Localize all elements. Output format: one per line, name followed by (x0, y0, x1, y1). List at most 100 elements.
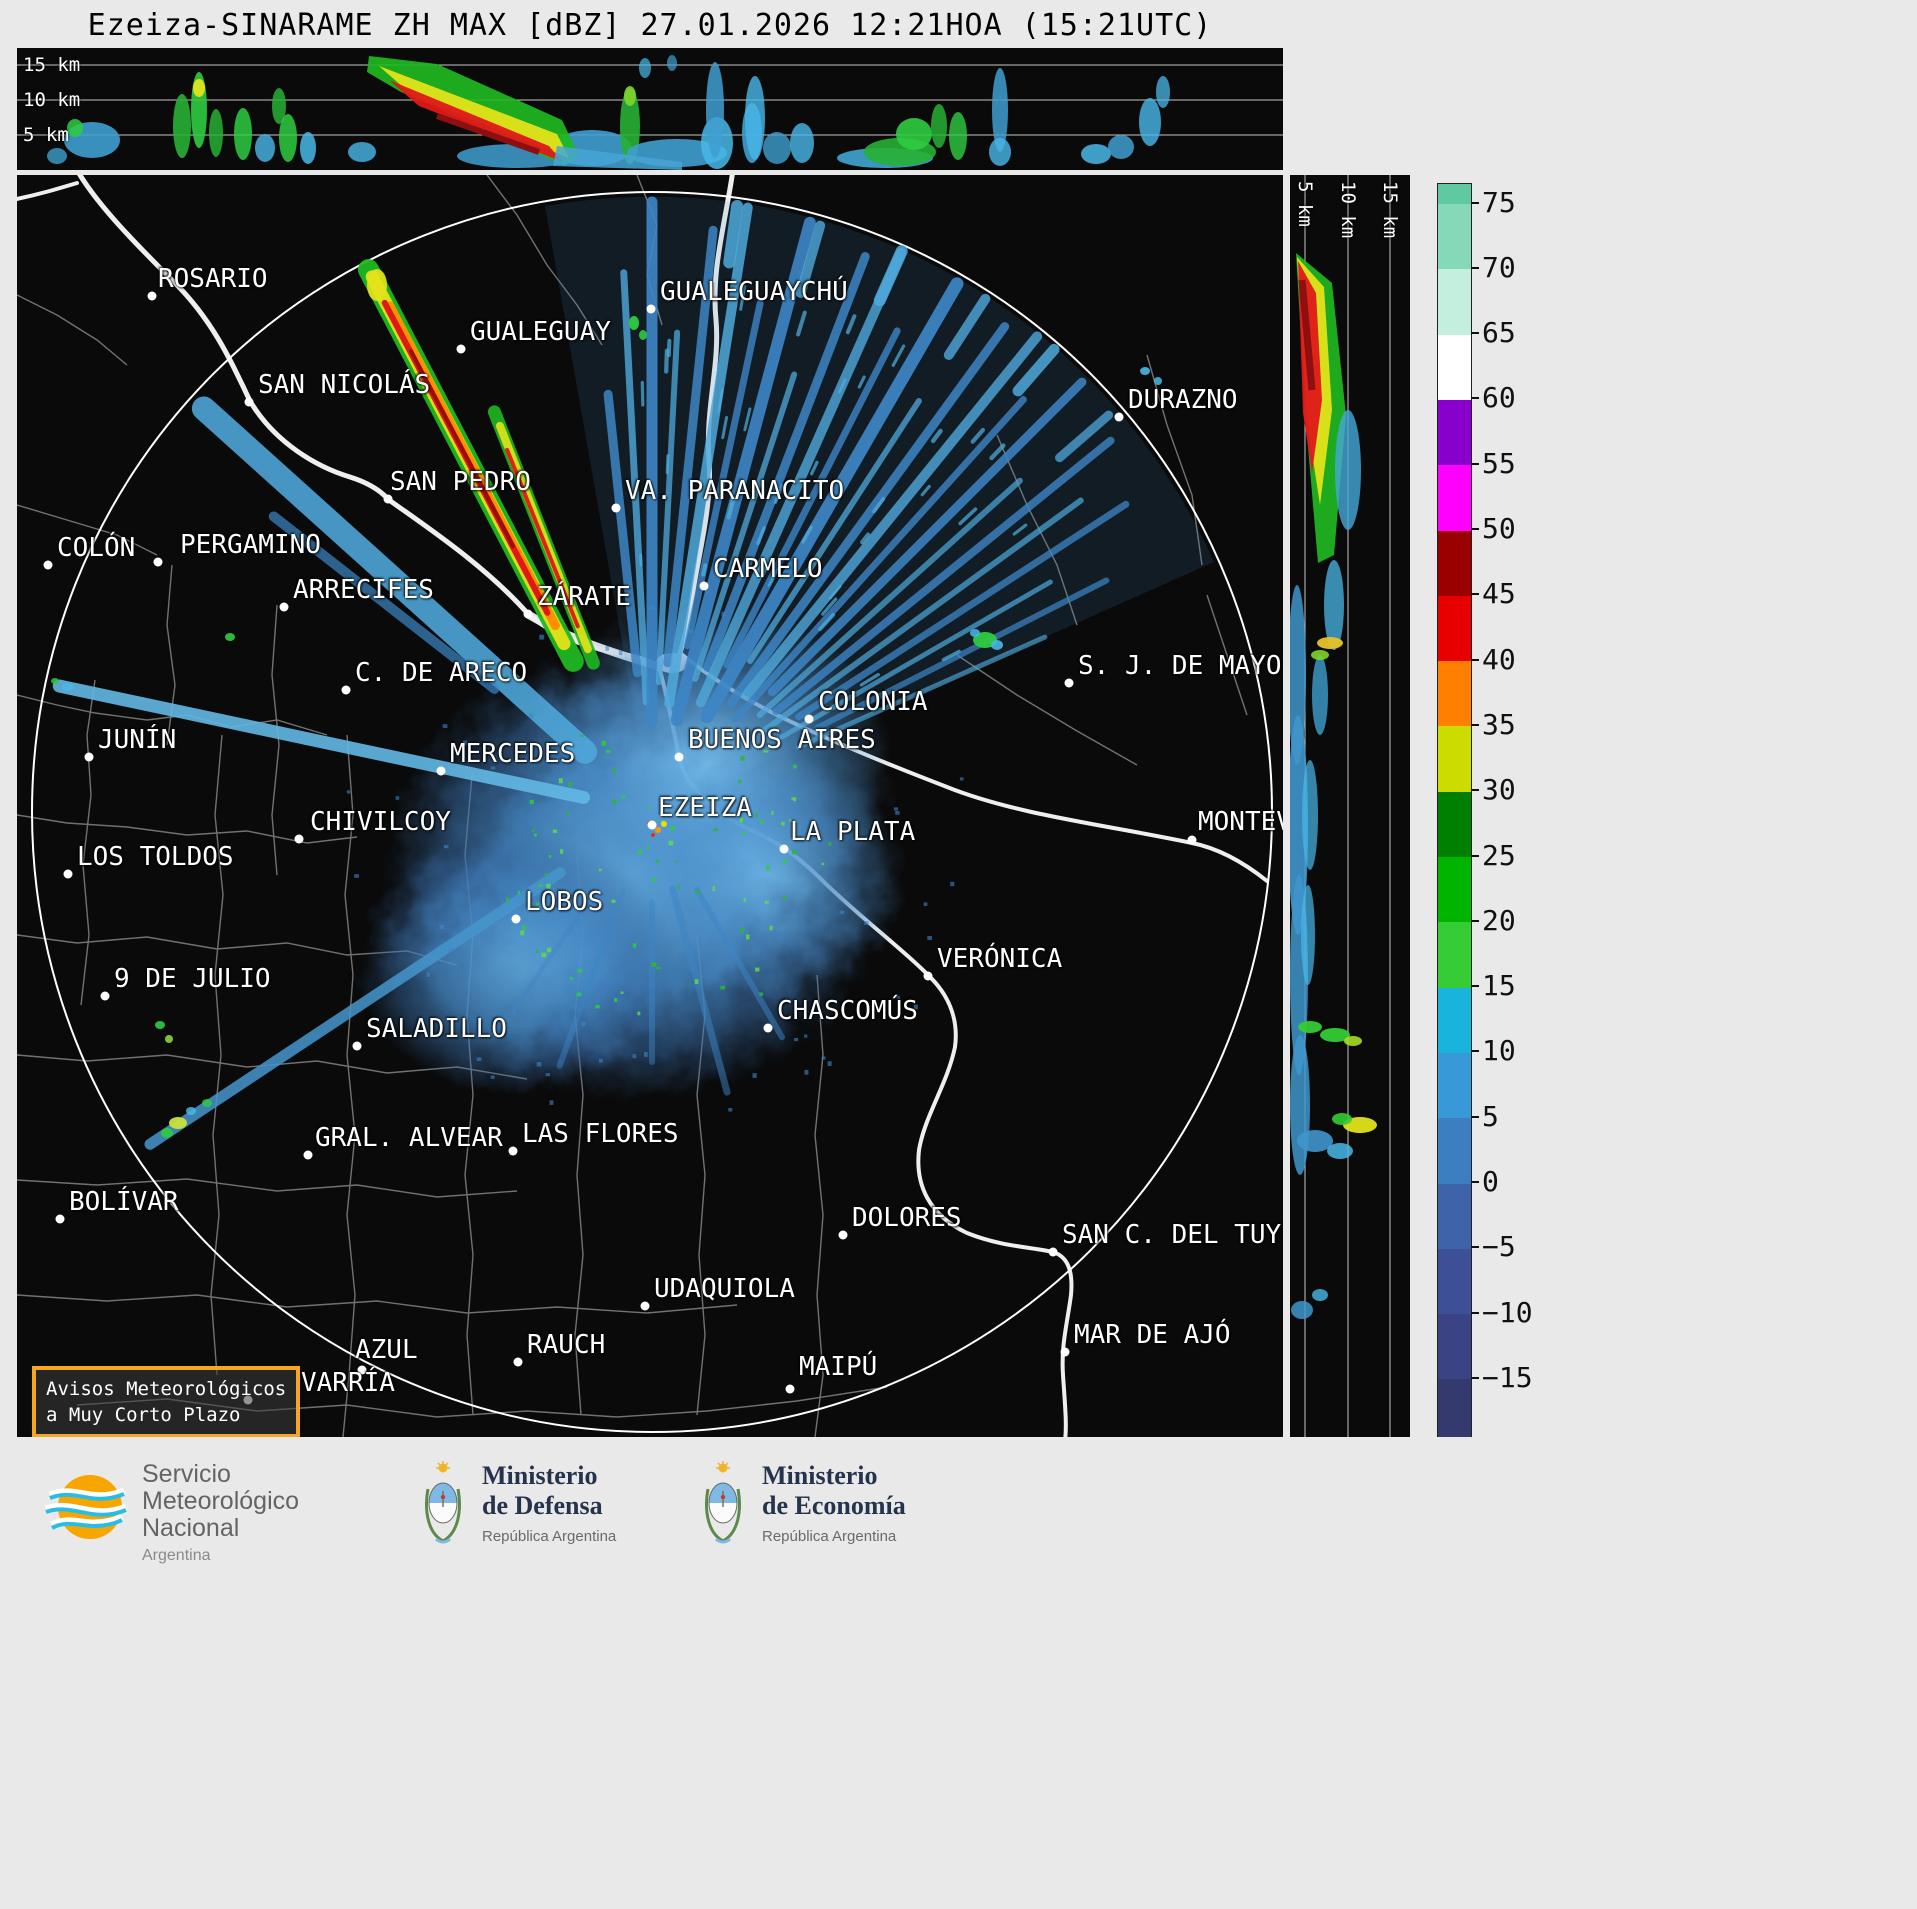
top-cross-section-panel: 15 km 10 km 5 km (17, 48, 1283, 170)
altitude-label-15km-v: 15 km (1379, 181, 1401, 239)
blue-speckle (528, 713, 534, 718)
echo-cells (51, 269, 1162, 1138)
blue-speckle (539, 634, 545, 640)
echo-cell (992, 68, 1008, 152)
city-dot (456, 344, 466, 354)
cyan-dash (754, 564, 762, 578)
green-speckle (739, 928, 745, 933)
cyan-dash (970, 427, 985, 444)
echo-ray (669, 885, 731, 1096)
ministry-name-line1: Ministerio (482, 1461, 598, 1490)
green-speckle (533, 833, 537, 837)
cyan-dash (717, 389, 724, 413)
side-interference-wedge (1296, 253, 1346, 563)
echo-ray (268, 511, 500, 694)
blue-speckle (896, 995, 900, 1000)
green-speckle (675, 860, 678, 863)
echo-ray (1012, 343, 1060, 397)
colorbar-tick-mark (1471, 789, 1479, 792)
colorbar-tick-label: 75 (1482, 185, 1516, 219)
echo-cell (1327, 1143, 1353, 1159)
echo-ray (505, 447, 580, 629)
echo-cell (970, 629, 980, 637)
green-speckle (520, 930, 525, 936)
echo-ray (741, 331, 1043, 701)
city-layer: ROSARIO GUALEGUAYCHÚ GUALEGUAY SAN NICOLÁS D… (17, 175, 1283, 1437)
blue-speckle (950, 881, 955, 887)
echo-cell (225, 633, 235, 641)
footer: Servicio Meteorológico Nacional Argentin… (0, 1437, 1917, 1909)
colorbar (1437, 183, 1472, 1439)
blue-speckle (752, 1073, 757, 1078)
colorbar-tick-mark (1471, 658, 1479, 661)
echo-ray (695, 247, 906, 708)
echo-cell (931, 104, 947, 148)
colorbar-tick-mark (1471, 593, 1479, 596)
green-speckle (755, 967, 760, 972)
city-label: CHASCOMÚS (777, 996, 918, 1026)
colorbar-tick-label: 5 (1482, 1099, 1499, 1133)
city-dot (294, 834, 304, 844)
echo-cell (1139, 98, 1161, 146)
colorbar-tick-mark (1471, 854, 1479, 857)
advisory-line2: a Muy Corto Plazo (46, 1404, 241, 1426)
city-dot (674, 752, 684, 762)
city-dot (611, 503, 621, 513)
colorbar-tick-label: 20 (1482, 903, 1516, 937)
echo-ray (703, 252, 870, 672)
colorbar-band (1438, 203, 1471, 270)
range-ring (31, 191, 1273, 1433)
city-label: AZUL (355, 1335, 418, 1365)
green-speckle (754, 812, 758, 818)
cyan-dash (920, 484, 931, 497)
echo-cell (1343, 1117, 1377, 1133)
echo-cell (348, 142, 376, 162)
green-speckle (621, 795, 626, 799)
blue-speckle (463, 943, 468, 949)
smn-logo (44, 1475, 128, 1539)
cyan-dash (756, 526, 766, 546)
echo-ray (795, 634, 1048, 750)
smn-line-2: Meteorológico (142, 1487, 300, 1515)
echo-ray (694, 886, 785, 1041)
wedge-core (1298, 279, 1316, 391)
city-label: GUALEGUAYCHÚ (660, 277, 848, 307)
blue-speckle (632, 1054, 637, 1059)
echo-cell (234, 108, 252, 160)
colorbar-tick-mark (1471, 1050, 1479, 1053)
blue-speckle (688, 629, 694, 634)
blue-speckle (476, 1057, 482, 1061)
altitude-label-10km-v: 10 km (1337, 181, 1359, 239)
green-speckle (632, 943, 637, 948)
green-speckle (706, 796, 712, 801)
echo-cell (1288, 715, 1308, 935)
wedge-cyan-trail (553, 146, 682, 170)
city-label: LA PLATA (790, 817, 916, 847)
city-dot (1048, 1247, 1058, 1257)
green-speckle (560, 849, 564, 854)
cyan-dash (941, 649, 961, 662)
colorbar-band (1438, 660, 1471, 727)
colorbar-tick-label: 45 (1482, 577, 1516, 611)
echo-cell (629, 316, 639, 330)
cyan-dash (838, 378, 847, 394)
colorbar-band (1438, 595, 1471, 662)
green-speckle (792, 849, 797, 855)
blue-speckle (442, 724, 448, 729)
echo-cell (202, 1099, 212, 1107)
blue-speckle (821, 1056, 826, 1060)
echo-cell (1302, 760, 1318, 870)
echo-cell (255, 134, 275, 162)
echo-blob (357, 605, 907, 1100)
cyan-dash (665, 454, 670, 475)
colorbar-band (1438, 184, 1471, 205)
cyan-dash (845, 314, 857, 335)
colorbar-band (1438, 1248, 1471, 1315)
echo-cell (186, 1107, 196, 1115)
green-speckle (791, 797, 794, 800)
green-speckle (535, 902, 539, 906)
cyan-dash (796, 310, 807, 337)
green-speckle (552, 829, 558, 833)
echo-cell (1297, 1130, 1333, 1152)
city-dot (303, 1150, 313, 1160)
